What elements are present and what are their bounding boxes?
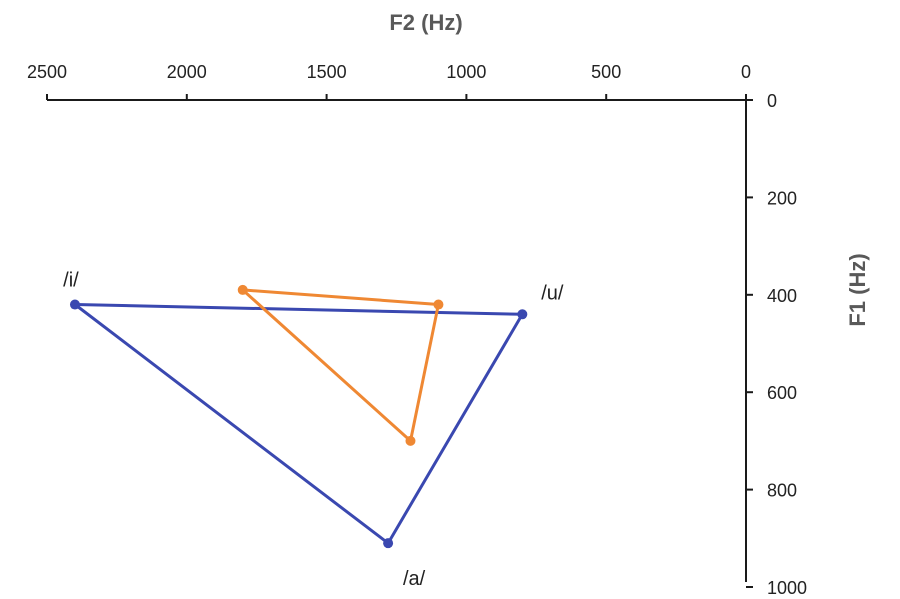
x-tick-label: 1500 [307,62,347,82]
series-2 [237,284,444,446]
data-point [517,309,528,320]
x-axis-title: F2 (Hz) [389,10,462,35]
data-point [383,538,394,549]
y-tick-label: 0 [767,91,777,111]
series-1-line [73,303,524,545]
x-tick-label: 0 [741,62,751,82]
x-tick-label: 500 [591,62,621,82]
y-tick-label: 600 [767,383,797,403]
y-tick-label: 400 [767,286,797,306]
point-label: /i/ [63,270,79,292]
data-point [433,299,444,310]
point-label: /a/ [403,568,426,590]
y-tick-label: 800 [767,481,797,501]
data-point [237,284,248,295]
series-layer: /i/ /u/ /a/ [63,270,564,591]
y-axis-title: F1 (Hz) [845,253,870,326]
y-tick-label: 1000 [767,578,807,598]
y-axis: 0 200 400 600 800 1000 F1 (Hz) [745,91,870,598]
x-tick-label: 2500 [27,62,67,82]
series-1: /i/ /u/ /a/ [63,270,564,591]
series-2-line [241,288,440,443]
x-axis: 2500 2000 1500 1000 500 0 F2 (Hz) [27,10,751,101]
data-point [69,299,80,310]
y-tick-label: 200 [767,188,797,208]
x-tick-label: 1000 [446,62,486,82]
x-tick-label: 2000 [167,62,207,82]
point-label: /u/ [541,282,564,304]
data-point [405,435,416,446]
